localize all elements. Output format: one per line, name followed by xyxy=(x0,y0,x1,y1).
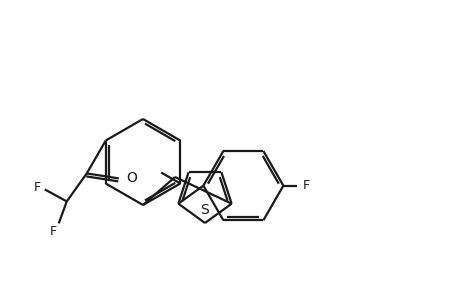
Text: S: S xyxy=(200,203,209,217)
Text: O: O xyxy=(125,171,136,185)
Text: F: F xyxy=(302,179,309,192)
Text: F: F xyxy=(50,225,57,238)
Text: F: F xyxy=(34,181,41,194)
